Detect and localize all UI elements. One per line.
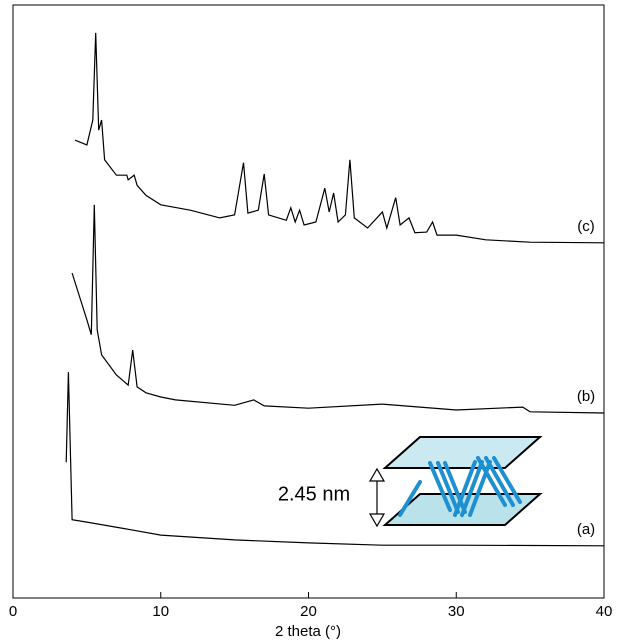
- xrd-pattern: [65, 372, 605, 547]
- x-tick-label: 20: [300, 603, 317, 620]
- molecules: [398, 456, 522, 517]
- series-label: (c): [577, 218, 595, 235]
- x-tick-label: 0: [9, 603, 17, 620]
- spacing-arrow: [368, 467, 386, 528]
- spacing-label: 2.45 nm: [278, 483, 350, 505]
- x-tick-label: 30: [448, 603, 465, 620]
- xrd-pattern: [71, 204, 605, 414]
- x-tick-label: 10: [152, 603, 169, 620]
- upper-layer: [382, 436, 543, 469]
- x-axis-label: 2 theta (°): [275, 623, 341, 640]
- x-tick-label: 40: [596, 603, 613, 620]
- series-label: (b): [577, 388, 595, 405]
- xrd-pattern: [74, 32, 605, 244]
- series-label: (a): [577, 521, 595, 538]
- inset-diagram: 2.45 nm: [278, 436, 543, 528]
